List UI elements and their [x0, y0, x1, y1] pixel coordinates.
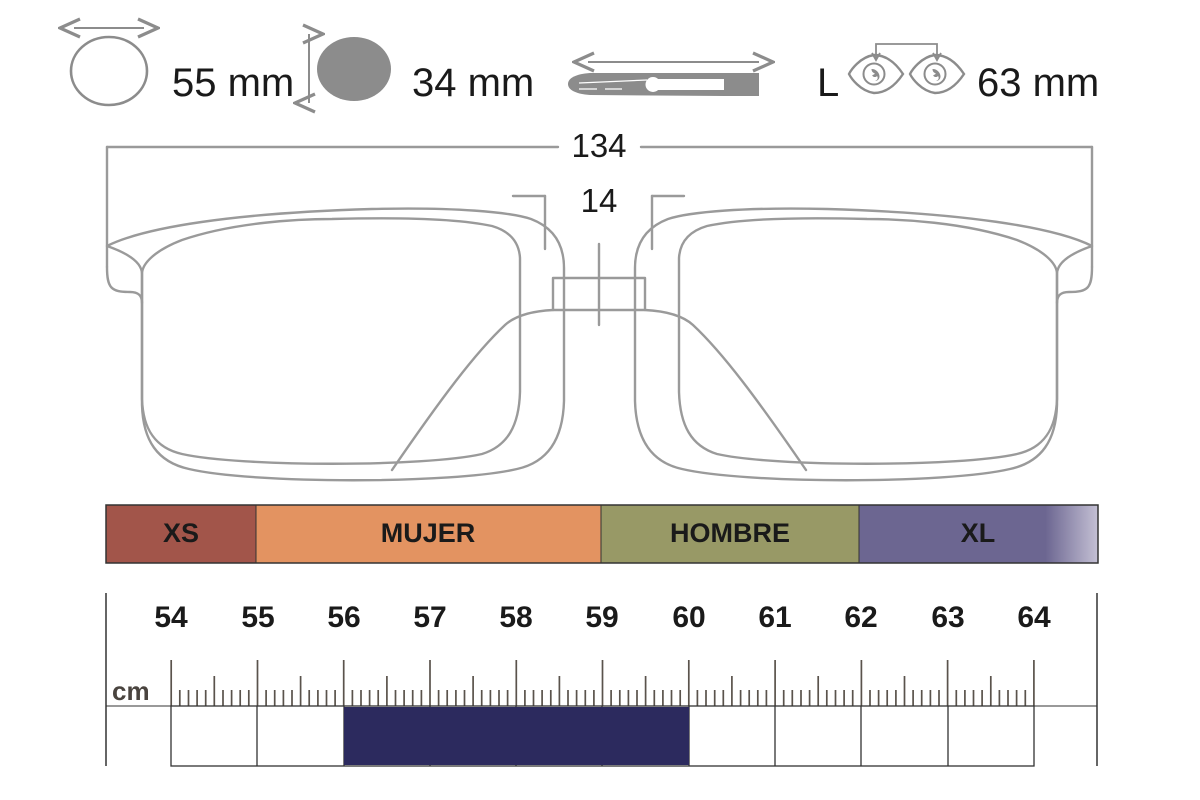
svg-text:14: 14 — [581, 182, 618, 219]
svg-text:XS: XS — [163, 518, 199, 548]
svg-text:58: 58 — [499, 601, 532, 634]
svg-text:54: 54 — [154, 601, 188, 634]
svg-text:34 mm: 34 mm — [412, 61, 534, 105]
svg-text:MUJER: MUJER — [381, 518, 476, 548]
svg-text:L: L — [817, 61, 839, 105]
svg-text:64: 64 — [1017, 601, 1051, 634]
svg-text:55: 55 — [241, 601, 274, 634]
svg-text:62: 62 — [844, 601, 877, 634]
svg-text:56: 56 — [327, 601, 360, 634]
svg-text:63 mm: 63 mm — [977, 61, 1099, 105]
svg-text:cm: cm — [112, 676, 150, 706]
svg-text:HOMBRE: HOMBRE — [670, 518, 790, 548]
svg-text:57: 57 — [413, 601, 446, 634]
svg-text:61: 61 — [758, 601, 791, 634]
svg-text:134: 134 — [571, 127, 626, 164]
svg-text:55 mm: 55 mm — [172, 61, 294, 105]
svg-text:XL: XL — [961, 518, 996, 548]
svg-text:63: 63 — [931, 601, 964, 634]
svg-text:60: 60 — [672, 601, 705, 634]
svg-text:59: 59 — [585, 601, 618, 634]
